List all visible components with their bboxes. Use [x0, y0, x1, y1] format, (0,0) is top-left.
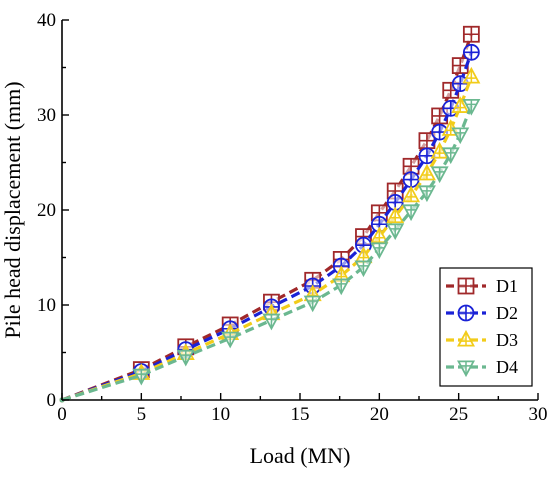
series-d4-point-12-cross: [435, 167, 445, 182]
series-d3-point-11-cross: [422, 165, 432, 180]
series-d4-point-3-group: [221, 331, 240, 349]
axes-layer: 0 5 10 15 20 25 30 0 10 20 30 40: [37, 10, 548, 425]
series-d4-point-12-group: [430, 166, 449, 184]
series-d4-point-3-cross: [225, 332, 235, 347]
legend-d4-marker-cross: [461, 361, 471, 376]
x-tick-label-0: 0: [57, 404, 67, 425]
y-tick-label-10: 10: [37, 295, 56, 316]
series-d4-point-1-group: [132, 368, 151, 386]
legend-d3-label: D3: [496, 330, 518, 350]
series-d4-point-11-cross: [422, 186, 432, 201]
y-tick-label-20: 20: [37, 200, 56, 221]
legend-d1-label: D1: [496, 276, 518, 296]
series-d4-point-13-cross: [446, 148, 456, 163]
series-d4-point-5-group: [303, 295, 322, 313]
series-d3-point-8-cross: [374, 228, 384, 243]
series-d3-point-12-group: [430, 141, 449, 159]
series-d4-point-13-group: [441, 147, 460, 165]
y-axis-title: Pile head displacement (mm): [0, 81, 25, 338]
series-d2-point-15-group: [462, 43, 480, 61]
series-d4-point-2-cross: [181, 350, 191, 365]
x-axis-title: Load (MN): [250, 443, 351, 468]
y-tick-label-40: 40: [37, 10, 56, 31]
series-d3-point-9-cross: [390, 208, 400, 223]
series-d4-point-11-group: [417, 185, 436, 203]
series-d4-point-14-group: [451, 127, 470, 145]
series-d3-point-10-group: [402, 185, 421, 203]
series-d1-point-15-group: [462, 25, 480, 43]
series-d4-point-9-group: [386, 223, 405, 241]
legend-d2-marker-cross: [458, 305, 474, 321]
legend-d2-marker-group: [457, 304, 475, 322]
series-d4-point-4-cross: [266, 314, 276, 329]
legend-d1-marker-cross: [458, 278, 474, 294]
legend-d1-marker-group: [457, 277, 475, 295]
series-d4-point-2-group: [176, 349, 195, 367]
series-d3-point-7-cross: [358, 248, 368, 263]
series-d2-point-10-cross: [403, 172, 419, 188]
series-d4-point-8-cross: [374, 243, 384, 258]
series-d3-point-14-group: [451, 96, 470, 113]
series-d4-point-9-cross: [390, 224, 400, 239]
legend: D1 D2 D3 D4: [439, 267, 533, 387]
series-d4-point-7-cross: [358, 261, 368, 276]
y-tick-label-0: 0: [47, 390, 57, 411]
series-d3-point-11-group: [417, 163, 436, 181]
series-d2-line: [61, 51, 473, 402]
x-tick-label-15: 15: [291, 404, 310, 425]
series-d3-point-9-group: [386, 206, 405, 224]
series-d2-point-7-group: [355, 236, 372, 254]
series-d3-point-6-group: [332, 265, 351, 283]
series-d4-point-4-group: [262, 313, 281, 331]
series-d4-point-8-group: [370, 242, 389, 260]
x-tick-label-30: 30: [529, 404, 548, 425]
series-d1-line: [61, 33, 473, 402]
series-d1-point-11-cross: [419, 133, 435, 149]
series-d4-point-14-cross: [455, 128, 465, 143]
series-d3-point-15-group: [462, 66, 481, 84]
series-d3-point-14-cross: [455, 98, 465, 113]
series-d2-point-15-cross: [463, 44, 479, 60]
series-d4-point-1-cross: [136, 369, 146, 384]
x-tick-label-25: 25: [449, 404, 468, 425]
series-d3-point-10-cross: [406, 187, 416, 202]
x-tick-label-20: 20: [370, 404, 389, 425]
series-d3-line: [61, 76, 473, 402]
series-d1-point-12-group: [431, 107, 449, 125]
series-d4-point-10-cross: [406, 205, 416, 220]
legend-d4-marker-group: [456, 360, 476, 378]
series-d4-point-6-group: [332, 278, 351, 296]
x-tick-label-5: 5: [137, 404, 147, 425]
series-d4-point-15-group: [462, 98, 481, 116]
series-d4-point-5-cross: [308, 296, 318, 311]
series-d1-point-12-cross: [432, 108, 448, 124]
series-d4-point-6-cross: [336, 279, 346, 294]
series-d4-point-15-cross: [466, 99, 476, 114]
series-d4-point-7-group: [354, 260, 373, 278]
legend-d4-label: D4: [496, 357, 518, 377]
series-d3-point-8-group: [370, 226, 389, 244]
series-d3-point-12-cross: [435, 143, 445, 158]
series-layer: [59, 25, 481, 403]
series-d3-point-15-cross: [466, 68, 476, 83]
series-d2-point-14-cross: [452, 76, 468, 92]
y-tick-label-30: 30: [37, 105, 56, 126]
x-tick-label-10: 10: [211, 404, 230, 425]
series-d4-line: [61, 104, 473, 402]
legend-d2-label: D2: [496, 303, 518, 323]
series-d4-point-10-group: [402, 204, 421, 222]
series-d2-point-10-group: [402, 171, 420, 189]
series-d2-point-11-cross: [419, 148, 435, 164]
legend-d3-marker-cross: [461, 331, 471, 346]
legend-d3-marker-group: [456, 329, 476, 347]
series-d1-point-15-cross: [463, 26, 479, 42]
